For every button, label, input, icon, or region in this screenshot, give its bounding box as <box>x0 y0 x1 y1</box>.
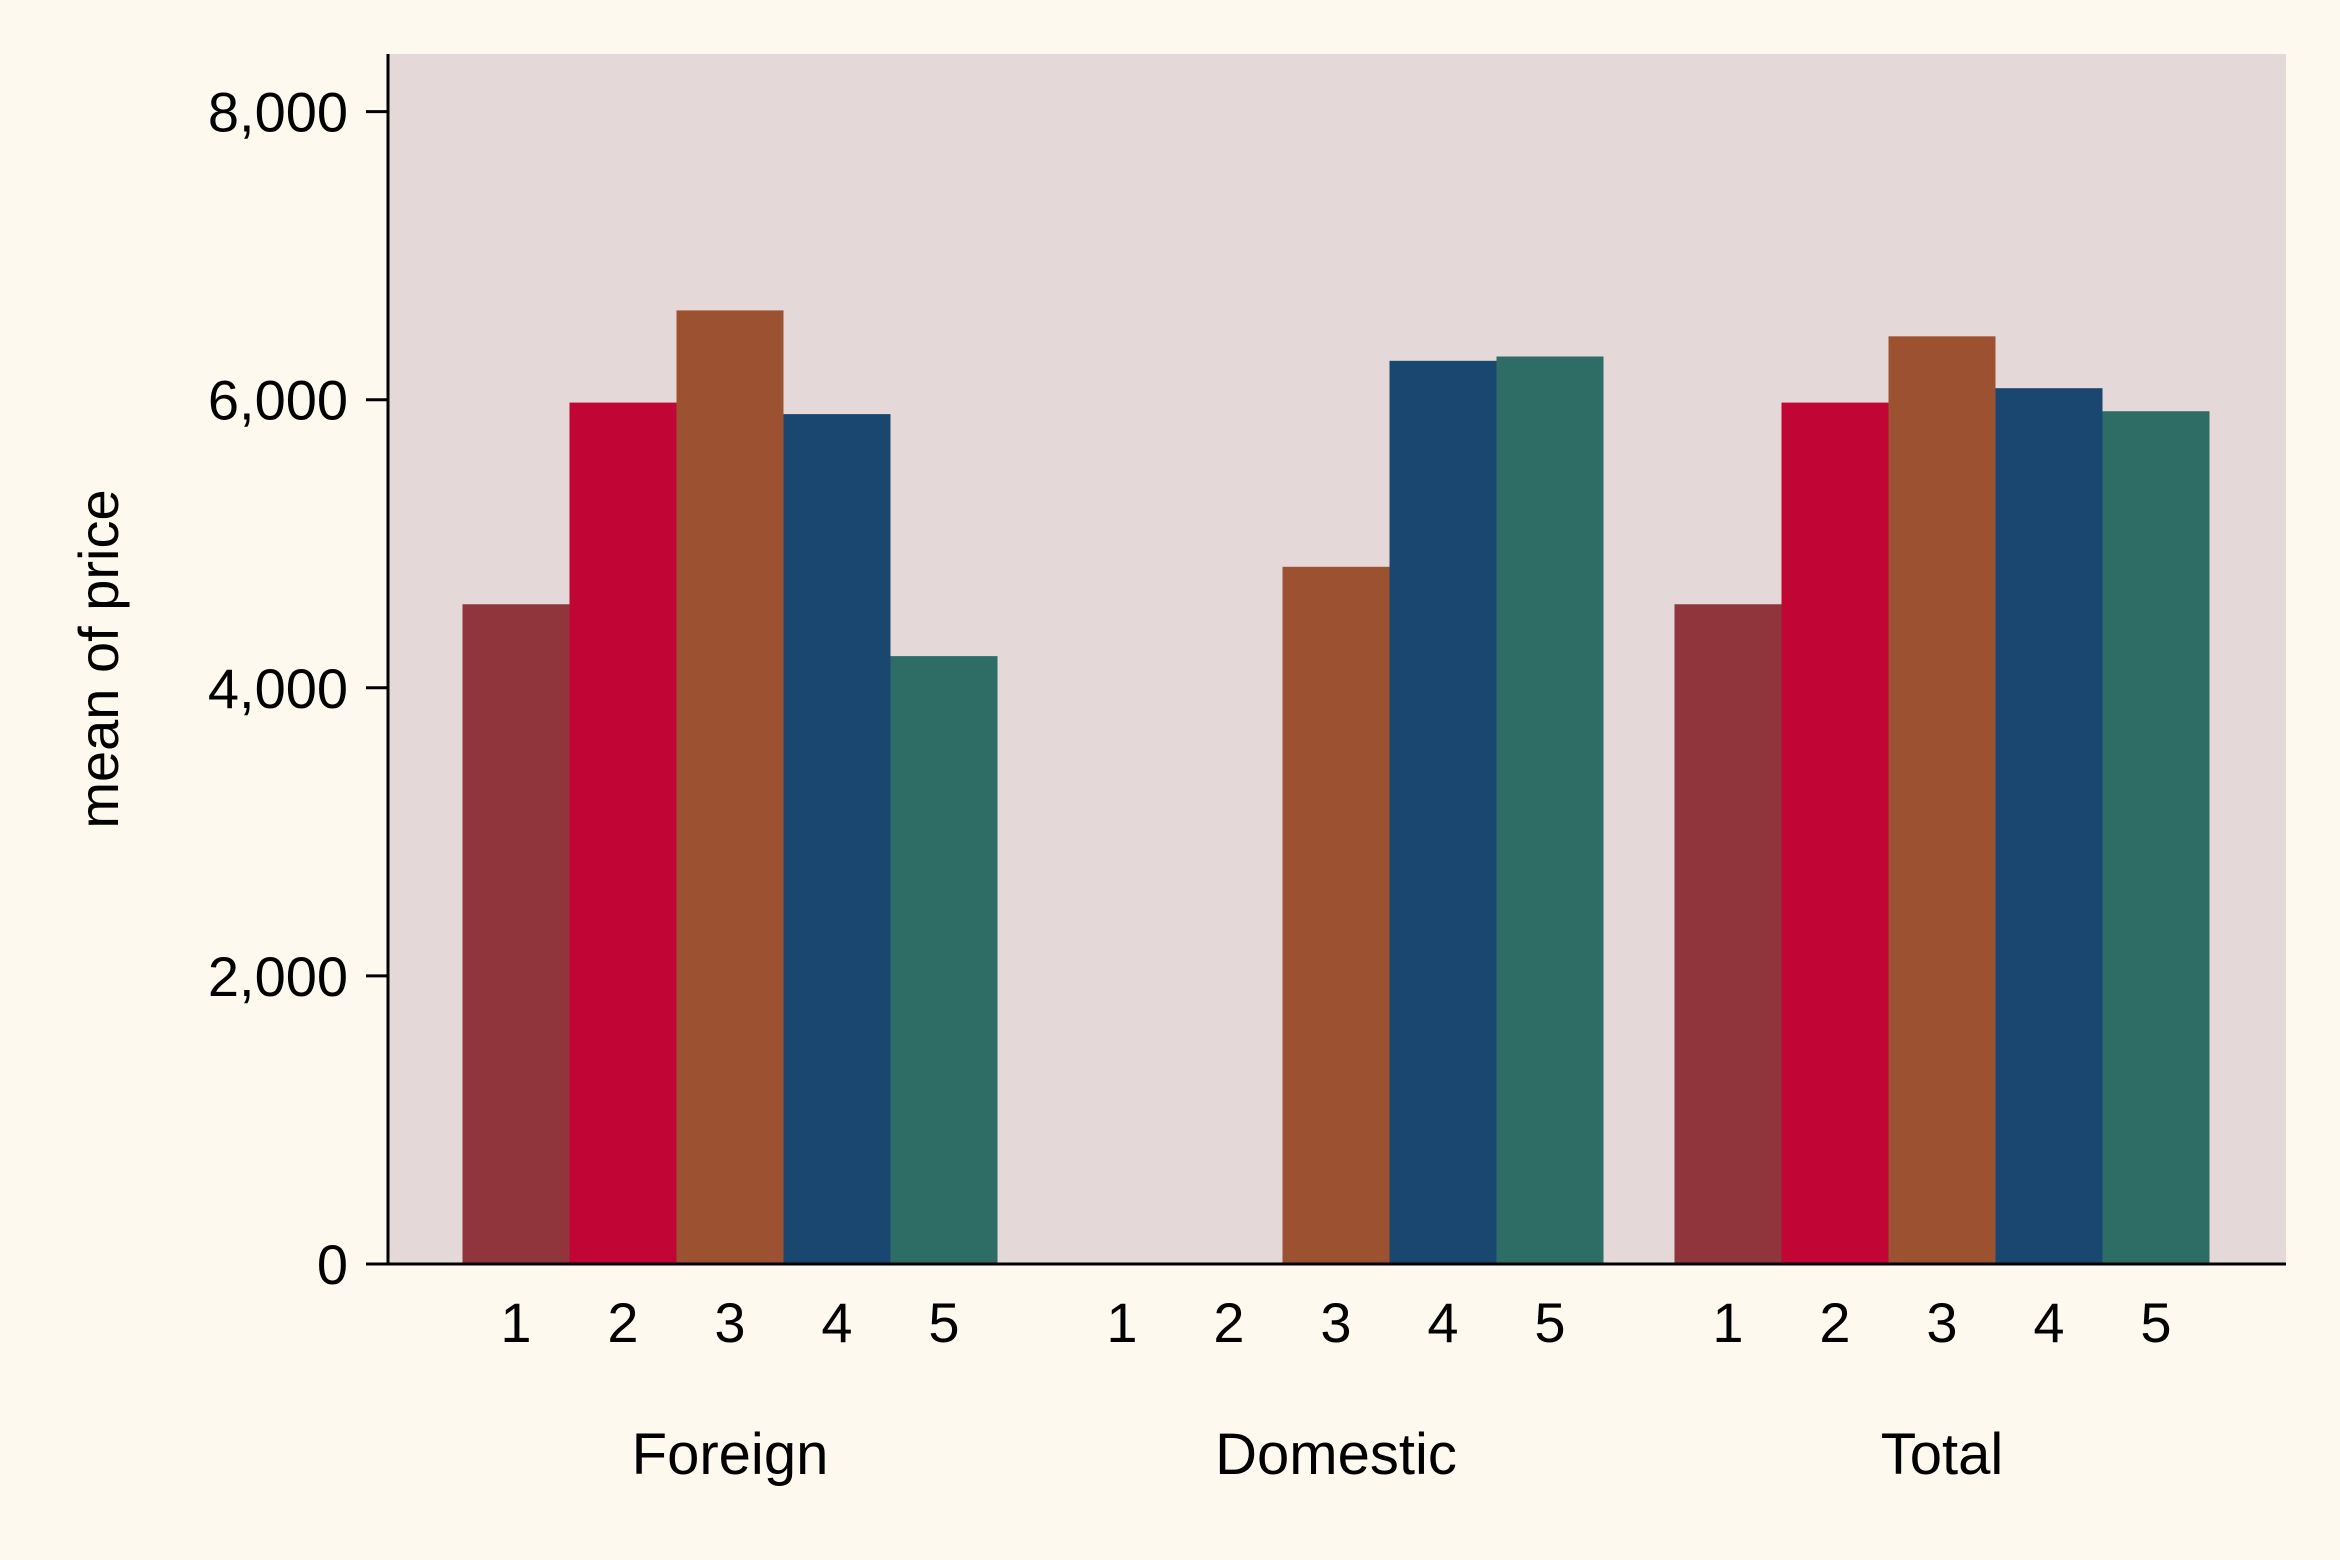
x-tick-label: 3 <box>1320 1291 1351 1354</box>
group-labels: Foreign Domestic Total <box>632 1422 2004 1487</box>
bar-total-1 <box>1674 604 1782 1264</box>
bar-total-5 <box>2102 411 2210 1264</box>
y-axis-title: mean of price <box>67 489 130 828</box>
bar-total-3 <box>1888 336 1996 1264</box>
x-tick-label: 1 <box>1106 1291 1137 1354</box>
bar-foreign-5 <box>890 656 998 1264</box>
bar-total-2 <box>1781 402 1889 1265</box>
x-tick-label: 4 <box>2033 1291 2064 1354</box>
bar-foreign-2 <box>569 402 677 1265</box>
x-tick-label: 5 <box>1534 1291 1565 1354</box>
y-axis-ticks: 0 2,000 4,000 6,000 8,000 <box>208 81 388 1296</box>
bar-foreign-1 <box>462 604 570 1264</box>
x-tick-label: 2 <box>1213 1291 1244 1354</box>
bar-total-4 <box>1995 388 2103 1264</box>
x-tick-label: 4 <box>821 1291 852 1354</box>
x-tick-label: 5 <box>2140 1291 2171 1354</box>
x-tick-label: 3 <box>1926 1291 1957 1354</box>
bar-foreign-3 <box>676 310 784 1264</box>
group-label-domestic: Domestic <box>1215 1422 1457 1487</box>
x-tick-label: 3 <box>714 1291 745 1354</box>
x-axis-ticks: 1 2 3 4 5 1 2 3 4 5 1 2 3 4 5 <box>500 1291 2171 1354</box>
bar-domestic-3 <box>1282 566 1390 1264</box>
x-tick-label: 2 <box>607 1291 638 1354</box>
x-tick-label: 1 <box>500 1291 531 1354</box>
bar-domestic-4 <box>1389 360 1497 1265</box>
y-tick-label: 4,000 <box>208 657 348 720</box>
y-tick-label: 2,000 <box>208 945 348 1008</box>
y-tick-label: 6,000 <box>208 369 348 432</box>
y-tick-label: 0 <box>317 1233 348 1296</box>
bar-domestic-5 <box>1496 356 1604 1264</box>
group-label-total: Total <box>1881 1422 2004 1487</box>
x-tick-label: 1 <box>1712 1291 1743 1354</box>
bars-layer <box>462 310 2210 1265</box>
group-label-foreign: Foreign <box>632 1422 829 1487</box>
x-tick-label: 2 <box>1819 1291 1850 1354</box>
x-tick-label: 5 <box>928 1291 959 1354</box>
x-tick-label: 4 <box>1427 1291 1458 1354</box>
y-tick-label: 8,000 <box>208 81 348 144</box>
bar-foreign-4 <box>783 414 891 1265</box>
